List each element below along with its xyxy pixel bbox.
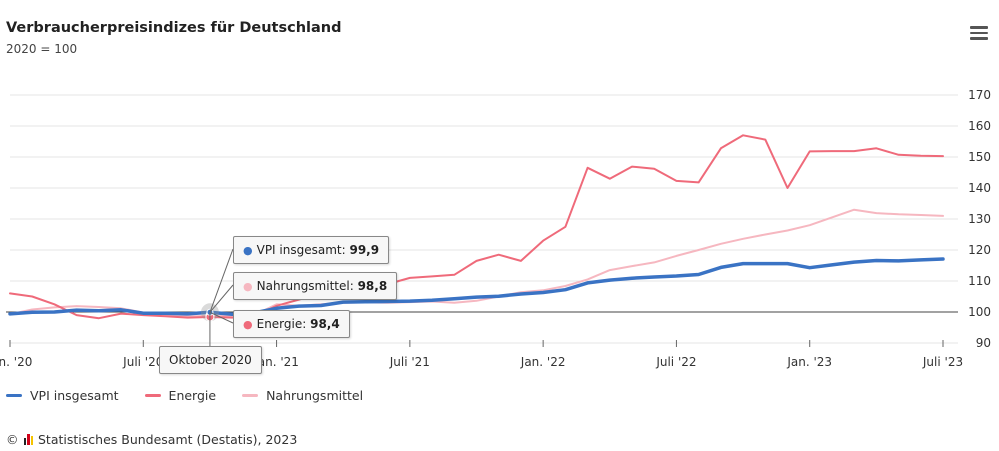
tooltip-connector-vpi bbox=[209, 248, 234, 313]
x-tick-label-7: Juli '23 bbox=[922, 355, 963, 369]
legend-item-nahrungsmittel[interactable]: Nahrungsmittel bbox=[242, 388, 363, 403]
tooltip-nahrungsmittel-value: 98,8 bbox=[357, 279, 388, 293]
legend-item-energie[interactable]: Energie bbox=[144, 388, 217, 403]
tooltip-energie: ● Energie: 98,4 bbox=[233, 310, 350, 338]
tooltip-energie-dot: ● bbox=[243, 318, 253, 331]
legend-swatch-vpi bbox=[6, 394, 22, 397]
series-line-vpi-insgesamt bbox=[8, 257, 945, 316]
tooltip-nahrungsmittel-label: Nahrungsmittel bbox=[256, 279, 350, 293]
tooltip-nahrungsmittel: ● Nahrungsmittel: 98,8 bbox=[233, 272, 398, 300]
x-tick-label-3: Juli '21 bbox=[389, 355, 430, 369]
x-tick-label-6: Jan. '23 bbox=[786, 355, 832, 369]
copyright-symbol: © bbox=[6, 432, 19, 447]
y-tick-label-140: 140 bbox=[968, 181, 991, 195]
y-tick-label-120: 120 bbox=[968, 243, 991, 257]
series-line-nahrungsmittel bbox=[9, 208, 944, 318]
y-tick-label-150: 150 bbox=[968, 150, 991, 164]
tooltip-vpi-label: VPI insgesamt bbox=[256, 243, 342, 257]
x-tick-label-0: Jan. '20 bbox=[0, 355, 32, 369]
x-tick-label-4: Jan. '22 bbox=[520, 355, 566, 369]
destatis-logo-icon bbox=[23, 434, 33, 445]
legend-swatch-energie bbox=[144, 394, 161, 397]
legend-item-vpi[interactable]: VPI insgesamt bbox=[6, 388, 119, 403]
x-tick-label-5: Juli '22 bbox=[655, 355, 696, 369]
x-tick-label-1: Juli '20 bbox=[122, 355, 163, 369]
tooltip-vpi-value: 99,9 bbox=[349, 243, 380, 257]
tooltip-vpi-dot: ● bbox=[243, 244, 253, 257]
y-tick-label-110: 110 bbox=[968, 274, 991, 288]
legend-swatch-nahrungsmittel bbox=[242, 394, 259, 397]
tooltip-connector-nahrungsmittel bbox=[209, 284, 234, 313]
y-tick-label-130: 130 bbox=[968, 212, 991, 226]
legend-label-nahrungsmittel: Nahrungsmittel bbox=[266, 388, 364, 403]
y-tick-label-90: 90 bbox=[976, 336, 991, 350]
tooltip-date: Oktober 2020 bbox=[159, 346, 262, 374]
legend-label-vpi: VPI insgesamt bbox=[30, 388, 119, 403]
tooltip-nahrungsmittel-dot: ● bbox=[243, 280, 253, 293]
tooltip-energie-value: 98,4 bbox=[310, 317, 340, 331]
tooltip-connector-energie bbox=[209, 311, 234, 324]
series-line-energie bbox=[9, 134, 944, 320]
tooltip-energie-label: Energie bbox=[256, 317, 303, 331]
x-tick-label-2: Jan. '21 bbox=[253, 355, 299, 369]
tooltip-vpi: ● VPI insgesamt: 99,9 bbox=[233, 236, 390, 264]
credit-line: © Statistisches Bundesamt (Destatis), 20… bbox=[6, 432, 297, 447]
y-tick-label-170: 170 bbox=[968, 88, 991, 102]
chart-title: Verbraucherpreisindizes für Deutschland bbox=[6, 20, 342, 36]
y-tick-label-100: 100 bbox=[968, 305, 991, 319]
chart-subtitle: 2020 = 100 bbox=[6, 42, 78, 56]
legend-label-energie: Energie bbox=[168, 388, 217, 403]
chart-legend: VPI insgesamt Energie Nahrungsmittel bbox=[6, 388, 363, 403]
y-tick-label-160: 160 bbox=[968, 119, 991, 133]
credit-text: Statistisches Bundesamt (Destatis), 2023 bbox=[38, 432, 298, 447]
hamburger-menu-icon[interactable] bbox=[970, 26, 988, 40]
